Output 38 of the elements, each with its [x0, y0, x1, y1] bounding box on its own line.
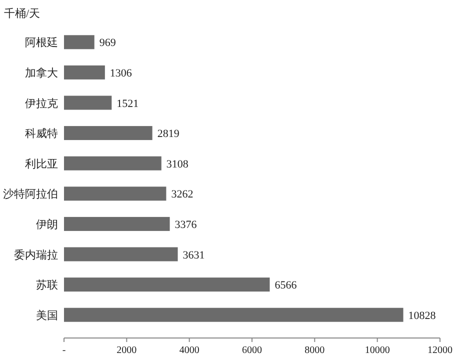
- bar: [64, 247, 178, 262]
- bar: [64, 186, 166, 201]
- y-tick-label: 苏联: [36, 278, 58, 292]
- x-tick-label: 10000: [364, 345, 390, 356]
- bar: [64, 308, 404, 322]
- bar: [64, 96, 112, 110]
- bar: [64, 65, 105, 80]
- x-tick-label: 6000: [242, 345, 262, 356]
- data-label: 3376: [174, 218, 198, 231]
- x-tick-label: 2000: [116, 345, 137, 356]
- x-tick-label: 12000: [428, 345, 452, 356]
- y-tick-label: 伊拉克: [25, 96, 58, 110]
- x-tick-label: 4000: [179, 345, 200, 356]
- x-tick-label: 8000: [304, 345, 325, 356]
- data-label: 1306: [110, 67, 132, 80]
- y-tick-label: 科威特: [25, 127, 58, 140]
- y-tick-label: 沙特阿拉伯: [3, 188, 58, 201]
- data-label: 2819: [157, 128, 180, 140]
- bar: [64, 156, 162, 170]
- data-label: 6566: [274, 280, 298, 292]
- data-label: 969: [99, 37, 116, 50]
- y-tick-label: 美国: [36, 308, 58, 322]
- y-tick-label: 阿根廷: [25, 37, 58, 50]
- bar: [64, 126, 152, 140]
- bar: [64, 278, 270, 292]
- data-label: 3262: [171, 188, 194, 201]
- data-label: 1521: [116, 98, 139, 110]
- data-label: 3108: [166, 158, 189, 170]
- bar: [64, 35, 94, 50]
- y-tick-label: 加拿大: [25, 66, 58, 80]
- bar: [64, 216, 170, 231]
- y-tick-label: 利比亚: [25, 157, 58, 170]
- y-axis-title: 千桶/天: [4, 7, 40, 20]
- x-tick-label: -: [62, 345, 66, 356]
- data-label: 3631: [182, 249, 205, 262]
- y-tick-label: 伊朗: [36, 218, 58, 231]
- y-tick-label: 委内瑞拉: [14, 248, 58, 262]
- data-label: 10828: [408, 310, 436, 322]
